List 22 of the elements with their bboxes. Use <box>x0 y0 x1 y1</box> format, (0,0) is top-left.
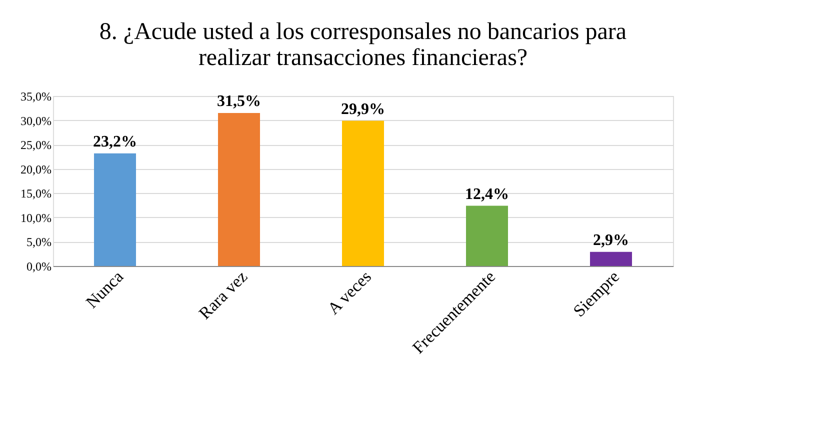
bar <box>590 252 632 266</box>
y-tick-label: 20,0% <box>20 162 52 176</box>
bar <box>466 206 508 266</box>
text: 8. ¿Acude usted a los corresponsales no bancarios para <box>99 19 627 45</box>
y-tick-label: 5,0% <box>26 235 52 250</box>
text: realizar transacciones financieras? <box>198 45 528 71</box>
y-tick-label: 10,0% <box>20 210 52 225</box>
y-tick-label: 15,0% <box>20 186 52 201</box>
y-tick-label: 30,0% <box>20 114 52 128</box>
data-label: 12,4% <box>465 186 509 203</box>
data-label: 2,9% <box>593 232 629 249</box>
y-tick-label: 0,0% <box>26 260 52 274</box>
x-tick-label: Rara vez <box>195 266 252 323</box>
y-tick-label: 35,0% <box>20 90 52 104</box>
y-tick-label: 25,0% <box>20 138 52 152</box>
data-label: 23,2% <box>93 133 137 150</box>
bar <box>218 113 260 266</box>
data-label: 31,5% <box>217 93 261 110</box>
bar <box>342 120 384 266</box>
x-tick-label: A veces <box>324 267 376 318</box>
bar <box>94 153 136 266</box>
data-label: 29,9% <box>341 100 385 118</box>
